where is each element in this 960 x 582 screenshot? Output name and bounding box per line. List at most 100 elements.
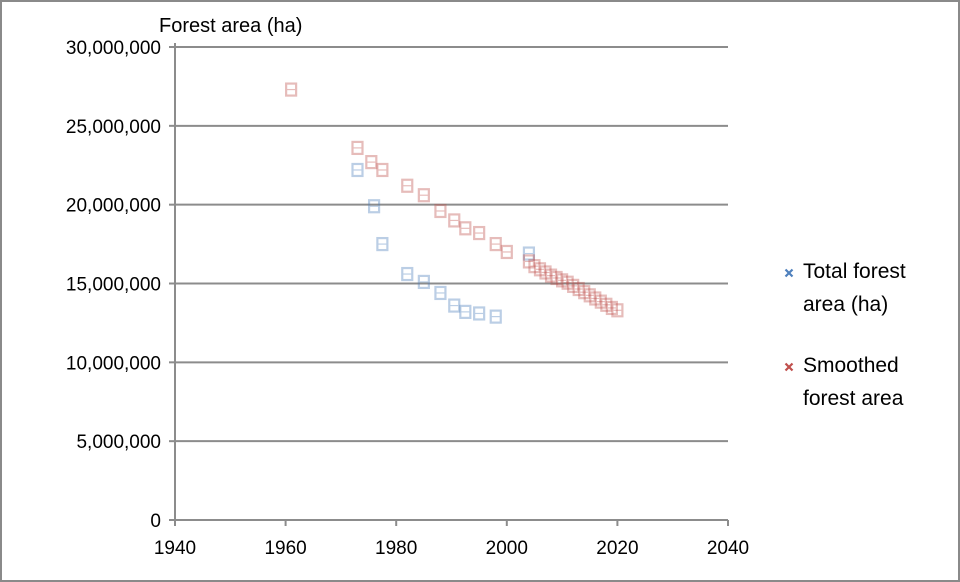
marker-square <box>351 140 364 156</box>
data-point <box>572 281 585 297</box>
series-total-forest-area <box>351 162 536 324</box>
data-point <box>550 270 563 286</box>
data-point <box>376 162 389 178</box>
x-tick-label: 1980 <box>375 538 417 559</box>
marker-square <box>285 82 298 97</box>
series-smoothed-forest-area <box>285 82 624 318</box>
data-point <box>594 294 607 309</box>
data-point <box>351 140 364 156</box>
marker-square <box>594 294 607 309</box>
data-point <box>605 300 618 316</box>
marker-square <box>489 309 502 324</box>
y-tick-label: 30,000,000 <box>66 38 161 59</box>
marker-square <box>351 162 364 178</box>
legend-x-marker <box>784 362 794 372</box>
x-tick-label: 1960 <box>264 538 306 559</box>
data-point <box>539 265 552 280</box>
y-tick-label: 25,000,000 <box>66 117 161 138</box>
marker-square <box>500 244 513 260</box>
y-tick-labels: 0 5,000,000 10,000,000 15,000,000 20,000,000… <box>66 38 161 532</box>
data-point <box>448 213 461 228</box>
data-point <box>365 154 378 170</box>
y-tick-label: 10,000,000 <box>66 353 161 374</box>
marker-square <box>448 213 461 228</box>
marker-square <box>417 274 430 290</box>
data-point <box>500 244 513 260</box>
data-point <box>351 162 364 178</box>
data-point <box>578 285 591 300</box>
marker-square <box>365 154 378 170</box>
marker-square <box>367 199 381 214</box>
data-point <box>555 273 569 288</box>
marker-square <box>401 178 414 193</box>
data-point <box>561 275 574 290</box>
marker-square <box>401 266 414 282</box>
marker-square <box>473 306 486 321</box>
marker-square <box>589 291 602 306</box>
legend-x-marker <box>784 268 794 278</box>
legend: Total forest area (ha) Smoothed forest area <box>784 260 906 410</box>
legend-item-0: Total forest area (ha) <box>784 260 906 316</box>
marker-square <box>522 254 536 269</box>
data-point <box>583 288 596 303</box>
marker-square <box>611 303 624 318</box>
marker-square <box>567 278 580 293</box>
marker-square <box>544 268 558 283</box>
marker-square <box>434 285 447 301</box>
marker-square <box>459 221 472 236</box>
marker-square <box>459 304 472 319</box>
data-point <box>417 274 430 290</box>
data-point <box>528 259 541 274</box>
data-point <box>533 262 547 277</box>
y-tick-label: 5,000,000 <box>76 432 161 453</box>
data-point <box>522 254 536 269</box>
marker-square <box>583 288 596 303</box>
data-point <box>600 297 613 312</box>
data-points <box>285 82 624 324</box>
y-tick-label: 0 <box>150 511 161 532</box>
marker-square <box>578 285 591 300</box>
legend-label: Smoothed <box>803 354 899 377</box>
marker-square <box>376 162 389 178</box>
legend-label: area (ha) <box>803 293 888 316</box>
marker-square <box>417 188 430 203</box>
marker-square <box>448 298 461 313</box>
data-point <box>459 304 472 319</box>
data-point <box>401 178 414 193</box>
data-point <box>417 188 430 203</box>
data-point <box>367 199 381 214</box>
marker-square <box>572 281 585 297</box>
marker-square <box>473 225 486 241</box>
data-point <box>434 285 447 301</box>
x-tick-label: 2040 <box>707 538 749 559</box>
marker-square <box>522 246 536 261</box>
marker-square <box>550 270 563 286</box>
x-tick-label: 1940 <box>154 538 196 559</box>
marker-square <box>555 273 569 288</box>
data-point <box>489 309 502 324</box>
data-point <box>522 246 536 261</box>
data-point <box>544 268 558 283</box>
data-point <box>448 298 461 313</box>
x-tick-labels: 1940 1960 1980 2000 2020 2040 <box>154 538 749 559</box>
y-tick-label: 15,000,000 <box>66 275 161 296</box>
legend-item-1: Smoothed forest area <box>784 354 904 410</box>
marker-square <box>376 236 389 252</box>
data-point <box>401 266 414 282</box>
data-point <box>473 225 486 241</box>
data-point <box>459 221 472 236</box>
marker-square <box>533 262 547 277</box>
legend-label: Total forest <box>803 260 906 283</box>
marker-square <box>539 265 552 280</box>
y-tick-label: 20,000,000 <box>66 196 161 217</box>
marker-square <box>489 236 502 252</box>
marker-square <box>600 297 613 312</box>
x-tick-label: 2000 <box>486 538 528 559</box>
gridlines <box>175 46 728 443</box>
data-point <box>611 303 624 318</box>
marker-square <box>434 203 447 219</box>
marker-square <box>605 300 618 316</box>
data-point <box>489 236 502 252</box>
